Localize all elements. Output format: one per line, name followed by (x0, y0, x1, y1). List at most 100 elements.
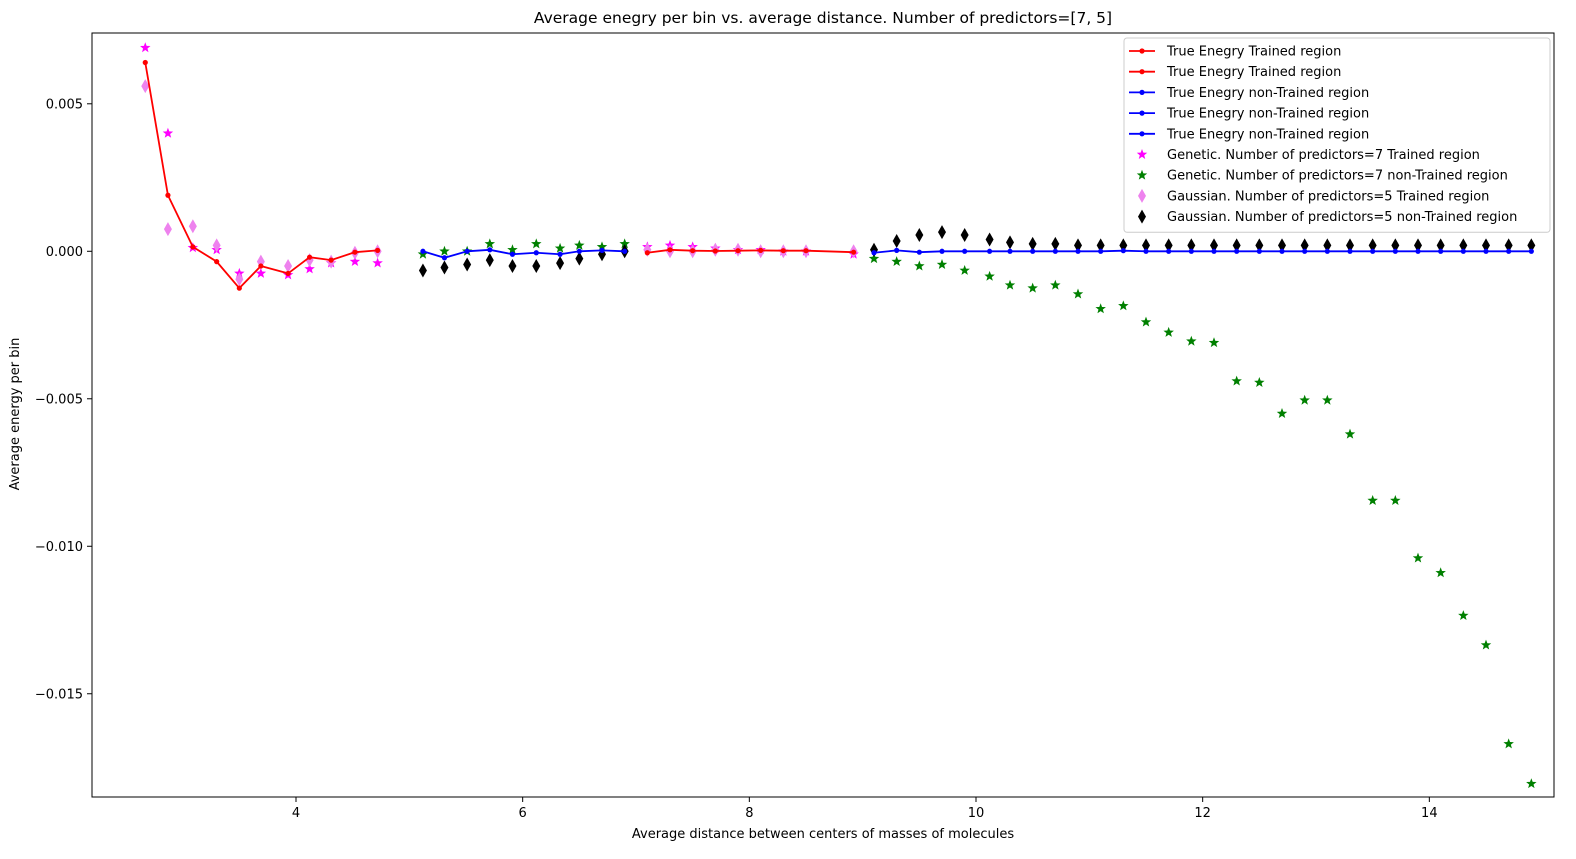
data-point (1075, 248, 1081, 254)
data-point (212, 238, 221, 253)
data-point (1368, 238, 1377, 253)
data-point (372, 257, 383, 268)
data-point (1438, 248, 1444, 254)
data-point (1480, 639, 1492, 650)
data-point (1460, 248, 1466, 254)
data-point (162, 127, 174, 138)
data-point (1119, 238, 1128, 253)
data-point (1503, 738, 1514, 749)
data-point (140, 42, 151, 53)
data-point (1255, 238, 1264, 253)
data-point (916, 249, 922, 255)
x-tick-label: 6 (519, 806, 527, 821)
legend-entry-label: True Enegry Trained region (1166, 65, 1341, 80)
legend-entry-label: True Enegry non-Trained region (1166, 127, 1369, 142)
data-point (1186, 335, 1197, 346)
data-point (1004, 279, 1016, 290)
data-point (214, 259, 220, 265)
data-point (575, 251, 584, 266)
legend-handle (1129, 89, 1155, 95)
legend-entry-label: Gaussian. Number of predictors=5 Trained… (1167, 189, 1489, 204)
data-point (1163, 326, 1174, 337)
data-point (984, 270, 995, 281)
data-point (507, 244, 518, 255)
plot-area (140, 42, 1537, 789)
x-axis-title: Average distance between centers of mass… (632, 827, 1014, 842)
data-point (349, 256, 361, 267)
data-point (735, 248, 741, 254)
data-point (1096, 238, 1105, 253)
data-point (441, 255, 448, 261)
data-point (939, 248, 945, 254)
data-point (1187, 238, 1196, 253)
series-star-008000 (417, 238, 1537, 789)
data-point (1074, 238, 1082, 253)
data-point (987, 248, 993, 254)
legend-marker (1139, 89, 1145, 95)
data-point (1415, 248, 1421, 254)
data-point (1027, 282, 1038, 293)
data-point (285, 270, 291, 277)
series-line-ff0000 (142, 59, 381, 291)
data-point (1483, 248, 1489, 254)
data-point (1254, 377, 1265, 387)
data-point (463, 257, 472, 272)
legend: True Enegry Trained region True Enegry Tr… (1123, 37, 1551, 233)
data-point (1414, 238, 1422, 253)
data-point (1392, 248, 1398, 254)
plot-frame (91, 32, 1555, 798)
data-point (304, 263, 315, 274)
data-point (1323, 238, 1332, 253)
legend-marker (1138, 209, 1146, 224)
data-point (667, 247, 673, 253)
data-point (1051, 236, 1060, 251)
legend-handle (1129, 48, 1155, 54)
data-point (892, 233, 901, 248)
data-point (1098, 248, 1104, 254)
data-point (574, 239, 585, 250)
data-point (1391, 238, 1400, 253)
data-point (464, 248, 470, 254)
series-thin_diamond-000000 (418, 225, 1536, 278)
data-point (1367, 495, 1378, 505)
legend-handle (1129, 69, 1155, 75)
data-point (255, 267, 267, 278)
data-point (531, 238, 542, 249)
legend-marker (1136, 149, 1148, 159)
data-point (1140, 316, 1152, 327)
data-point (1118, 300, 1129, 311)
data-point (485, 253, 494, 268)
legend-handle (1136, 169, 1148, 180)
data-point (1006, 235, 1014, 250)
data-point (1052, 248, 1058, 254)
data-point (440, 260, 449, 275)
legend-handle (1138, 209, 1146, 224)
data-point (619, 238, 630, 249)
x-tick-label: 8 (745, 806, 753, 821)
data-point (165, 192, 171, 198)
data-point (851, 249, 857, 255)
data-point (915, 228, 924, 243)
series-line-0000ff (871, 247, 1534, 256)
data-point (644, 250, 650, 256)
data-point (307, 254, 313, 260)
data-point (870, 242, 878, 257)
data-point (868, 253, 880, 264)
legend-entry-label: Gaussian. Number of predictors=5 non-Tra… (1167, 210, 1517, 225)
data-point (163, 222, 172, 237)
data-point (1050, 279, 1061, 290)
data-point (643, 242, 652, 257)
data-point (803, 248, 809, 254)
data-point (141, 79, 150, 94)
data-point (1504, 238, 1513, 253)
data-point (557, 251, 563, 257)
data-point (1143, 248, 1149, 254)
data-point (509, 251, 516, 257)
legend-handle (1138, 188, 1146, 203)
data-point (1188, 248, 1194, 254)
legend-entry-label: True Enegry non-Trained region (1166, 107, 1369, 122)
data-point (1007, 248, 1013, 254)
data-point (328, 257, 334, 263)
data-point (1527, 238, 1536, 253)
legend-handle (1129, 131, 1155, 137)
